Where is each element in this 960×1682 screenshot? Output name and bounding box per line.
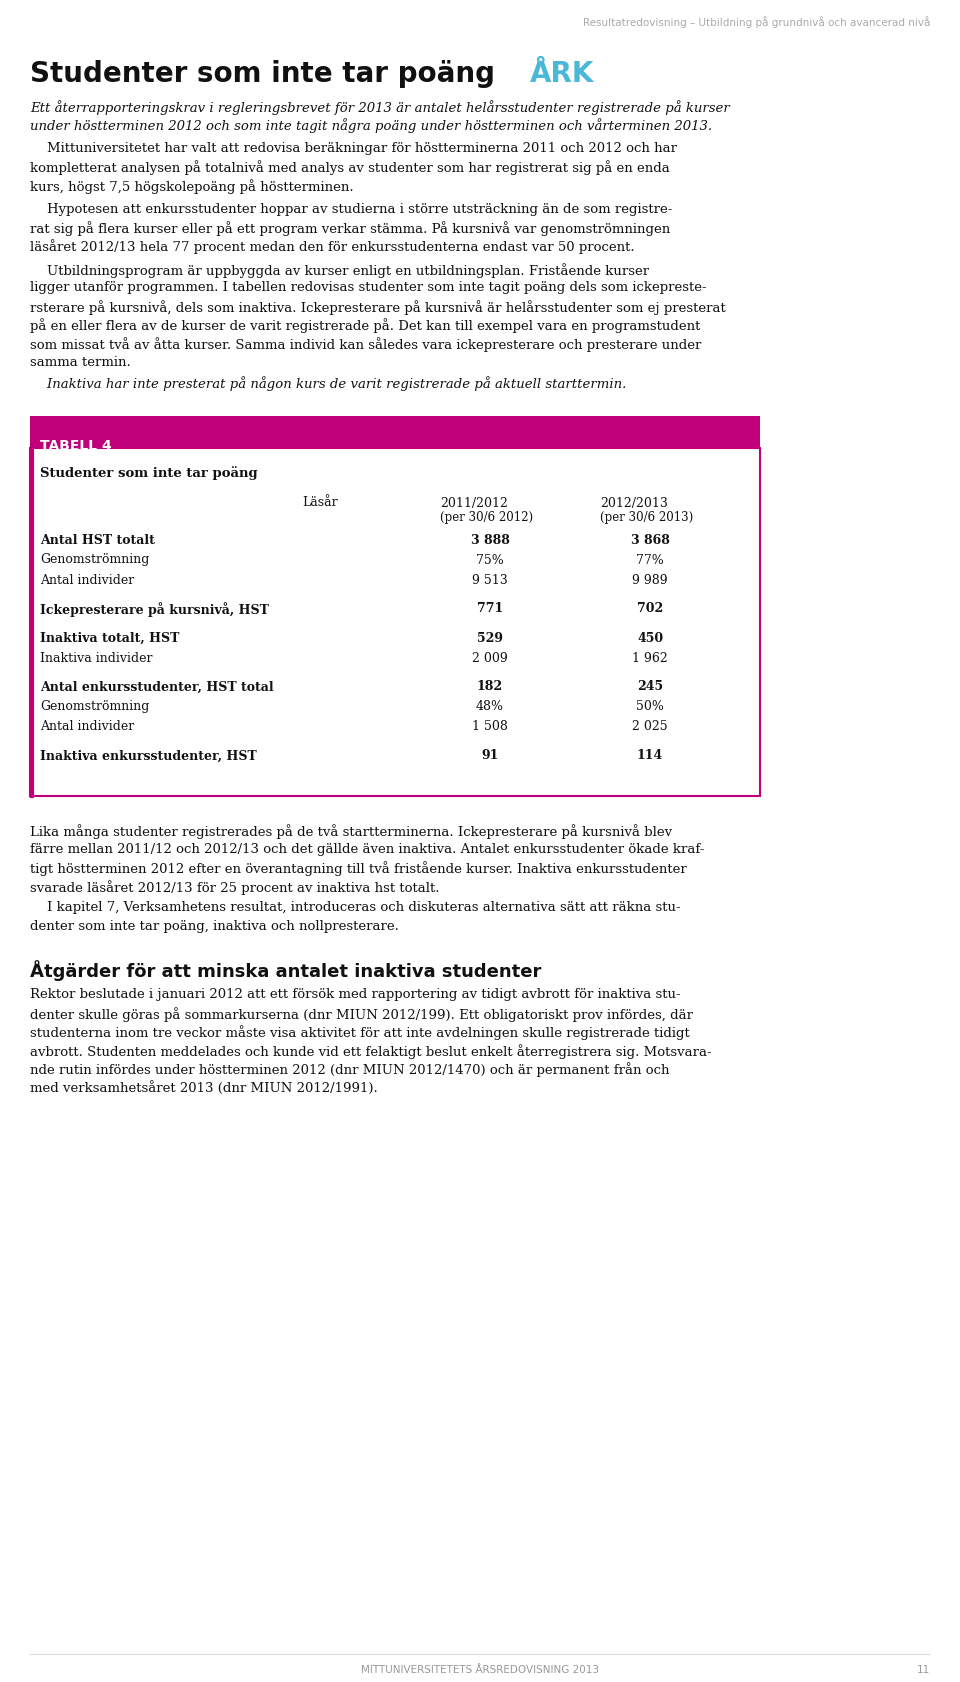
Text: 529: 529 (477, 631, 503, 644)
Text: 2012/2013: 2012/2013 (600, 496, 668, 510)
FancyBboxPatch shape (30, 447, 760, 796)
Text: nde rutin infördes under höstterminen 2012 (dnr MIUN 2012/1470) och är permanent: nde rutin infördes under höstterminen 20… (30, 1061, 669, 1076)
Text: 50%: 50% (636, 700, 664, 713)
Text: Ickepresterare på kursnivå, HST: Ickepresterare på kursnivå, HST (40, 602, 269, 617)
Text: 77%: 77% (636, 553, 664, 567)
Text: 9 513: 9 513 (472, 574, 508, 585)
Text: avbrott. Studenten meddelades och kunde vid ett felaktigt beslut enkelt återregi: avbrott. Studenten meddelades och kunde … (30, 1043, 711, 1058)
Text: studenterna inom tre veckor måste visa aktivitet för att inte avdelningen skulle: studenterna inom tre veckor måste visa a… (30, 1024, 689, 1039)
Text: 2 009: 2 009 (472, 651, 508, 664)
Text: (per 30/6 2013): (per 30/6 2013) (600, 511, 693, 525)
Text: Rektor beslutade i januari 2012 att ett försök med rapportering av tidigt avbrot: Rektor beslutade i januari 2012 att ett … (30, 987, 681, 1001)
Text: 1 962: 1 962 (632, 651, 668, 664)
Text: Inaktiva totalt, HST: Inaktiva totalt, HST (40, 631, 180, 644)
Text: Utbildningsprogram är uppbyggda av kurser enligt en utbildningsplan. Fristående : Utbildningsprogram är uppbyggda av kurse… (30, 262, 649, 278)
Text: 11: 11 (917, 1663, 930, 1674)
Text: (per 30/6 2012): (per 30/6 2012) (440, 511, 533, 525)
Text: rsterare på kursnivå, dels som inaktiva. Ickepresterare på kursnivå är helårsstu: rsterare på kursnivå, dels som inaktiva.… (30, 299, 726, 315)
Text: Hypotesen att enkursstudenter hoppar av studierna i större utsträckning än de so: Hypotesen att enkursstudenter hoppar av … (30, 202, 672, 215)
Text: samma termin.: samma termin. (30, 355, 131, 368)
Text: Mittuniversitetet har valt att redovisa beräkningar för höstterminerna 2011 och : Mittuniversitetet har valt att redovisa … (30, 141, 677, 155)
Text: kompletterat analysen på totalnivå med analys av studenter som har registrerat s: kompletterat analysen på totalnivå med a… (30, 160, 670, 175)
Text: MITTUNIVERSITETETS ÅRSREDOVISNING 2013: MITTUNIVERSITETETS ÅRSREDOVISNING 2013 (361, 1663, 599, 1674)
Text: Antal enkursstudenter, HST total: Antal enkursstudenter, HST total (40, 680, 274, 693)
Text: Åtgärder för att minska antalet inaktiva studenter: Åtgärder för att minska antalet inaktiva… (30, 960, 541, 981)
Text: Antal individer: Antal individer (40, 720, 134, 733)
Text: 450: 450 (636, 631, 663, 644)
Text: Ett återrapporteringskrav i regleringsbrevet för 2013 är antalet helårsstudenter: Ett återrapporteringskrav i regleringsbr… (30, 99, 730, 114)
Text: färre mellan 2011/12 och 2012/13 och det gällde även inaktiva. Antalet enkursstu: färre mellan 2011/12 och 2012/13 och det… (30, 843, 705, 856)
Text: kurs, högst 7,5 högskolepoäng på höstterminen.: kurs, högst 7,5 högskolepoäng på höstter… (30, 178, 353, 193)
Text: Läsår: Läsår (302, 496, 338, 510)
Text: 114: 114 (636, 748, 663, 762)
Text: 771: 771 (477, 602, 503, 616)
Text: I kapitel 7, Verksamhetens resultat, introduceras och diskuteras alternativa sät: I kapitel 7, Verksamhetens resultat, int… (30, 902, 681, 913)
Text: 2 025: 2 025 (633, 720, 668, 733)
Text: läsåret 2012/13 hela 77 procent medan den för enkursstudenterna endast var 50 pr: läsåret 2012/13 hela 77 procent medan de… (30, 239, 635, 254)
Text: 9 989: 9 989 (633, 574, 668, 585)
Text: 75%: 75% (476, 553, 504, 567)
Text: ÅRK: ÅRK (530, 61, 594, 87)
Text: på en eller flera av de kurser de varit registrerade på. Det kan till exempel va: på en eller flera av de kurser de varit … (30, 318, 701, 333)
FancyBboxPatch shape (30, 415, 760, 447)
Text: 182: 182 (477, 680, 503, 693)
Text: 1 508: 1 508 (472, 720, 508, 733)
Text: 91: 91 (481, 748, 498, 762)
Text: Genomströmning: Genomströmning (40, 700, 150, 713)
Text: denter skulle göras på sommarkurserna (dnr MIUN 2012/199). Ett obligatoriskt pro: denter skulle göras på sommarkurserna (d… (30, 1006, 693, 1021)
Text: som missat två av åtta kurser. Samma individ kan således vara ickepresterare och: som missat två av åtta kurser. Samma ind… (30, 336, 702, 352)
Text: rat sig på flera kurser eller på ett program verkar stämma. På kursnivå var geno: rat sig på flera kurser eller på ett pro… (30, 220, 670, 235)
Text: 2011/2012: 2011/2012 (440, 496, 508, 510)
Text: tigt höstterminen 2012 efter en överantagning till två fristående kurser. Inakti: tigt höstterminen 2012 efter en överanta… (30, 861, 686, 876)
Text: Studenter som inte tar poäng: Studenter som inte tar poäng (40, 466, 257, 479)
Text: denter som inte tar poäng, inaktiva och nollpresterare.: denter som inte tar poäng, inaktiva och … (30, 920, 398, 932)
Text: 48%: 48% (476, 700, 504, 713)
Text: svarade läsåret 2012/13 för 25 procent av inaktiva hst totalt.: svarade läsåret 2012/13 för 25 procent a… (30, 880, 440, 895)
Text: Resultatredovisning – Utbildning på grundnivå och avancerad nivå: Resultatredovisning – Utbildning på grun… (583, 17, 930, 29)
Text: Antal individer: Antal individer (40, 574, 134, 585)
Text: med verksamhetsåret 2013 (dnr MIUN 2012/1991).: med verksamhetsåret 2013 (dnr MIUN 2012/… (30, 1080, 377, 1095)
Text: TABELL 4: TABELL 4 (40, 439, 111, 452)
Text: 3 868: 3 868 (631, 533, 669, 547)
Text: ligger utanför programmen. I tabellen redovisas studenter som inte tagit poäng d: ligger utanför programmen. I tabellen re… (30, 281, 707, 294)
Text: Inaktiva har inte presterat på någon kurs de varit registrerade på aktuell start: Inaktiva har inte presterat på någon kur… (30, 375, 626, 390)
Text: Studenter som inte tar poäng: Studenter som inte tar poäng (30, 61, 495, 87)
Text: Genomströmning: Genomströmning (40, 553, 150, 567)
Text: Lika många studenter registrerades på de två startterminerna. Ickepresterare på : Lika många studenter registrerades på de… (30, 824, 672, 839)
Text: Inaktiva individer: Inaktiva individer (40, 651, 153, 664)
Text: Inaktiva enkursstudenter, HST: Inaktiva enkursstudenter, HST (40, 748, 256, 762)
Text: 702: 702 (636, 602, 663, 616)
Text: Antal HST totalt: Antal HST totalt (40, 533, 155, 547)
Text: 3 888: 3 888 (470, 533, 510, 547)
Text: under höstterminen 2012 och som inte tagit några poäng under höstterminen och vå: under höstterminen 2012 och som inte tag… (30, 118, 712, 133)
Text: 245: 245 (636, 680, 663, 693)
